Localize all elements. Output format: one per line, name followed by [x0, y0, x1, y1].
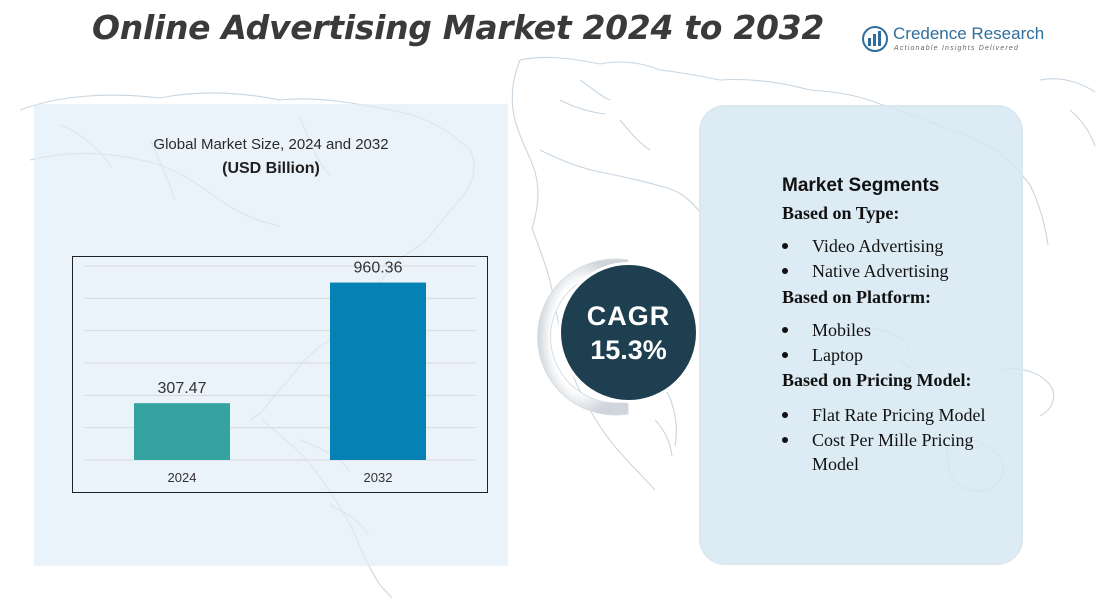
cagr-circle: CAGR 15.3% [558, 262, 699, 403]
segment-item-laptop: Laptop [812, 345, 863, 365]
segments-heading: Market Segments [782, 175, 940, 196]
x-tick-label-2024: 2024 [168, 470, 197, 485]
segment-group-title-platform: Based on Platform: [782, 287, 931, 307]
chart-subtitle: (USD Billion) [222, 160, 320, 177]
segment-item-native-advertising: Native Advertising [812, 261, 949, 281]
segment-item-video-advertising: Video Advertising [812, 236, 944, 256]
bar-chart: 307.47 2024 960.36 2032 [72, 256, 488, 493]
x-tick-label-2032: 2032 [364, 470, 393, 485]
value-label-2032: 960.36 [354, 260, 403, 277]
bar-2024 [134, 403, 230, 460]
bullet-icon [782, 412, 788, 418]
page-title: Online Advertising Market 2024 to 2032 [92, 8, 825, 47]
cagr-value: 15.3% [590, 335, 667, 365]
bullet-icon [782, 243, 788, 249]
segment-group-title-pricing: Based on Pricing Model: [782, 370, 972, 390]
cagr-badge: CAGR 15.3% [530, 252, 700, 422]
cagr-label: CAGR [586, 301, 671, 331]
brand-logo-icon [862, 26, 888, 52]
bullet-icon [782, 268, 788, 274]
chart-panel [34, 104, 508, 566]
segments-panel: Market Segments Based on Type: Video Adv… [699, 105, 1023, 565]
bullet-icon [782, 437, 788, 443]
brand-name: Credence Research [893, 24, 1045, 43]
bullet-icon [782, 327, 788, 333]
brand: Credence Research Actionable Insights De… [862, 24, 1062, 58]
bullet-icon [782, 352, 788, 358]
value-label-2024: 307.47 [158, 380, 207, 397]
segment-group-title-type: Based on Type: [782, 203, 900, 223]
cagr-ring [537, 258, 629, 416]
segment-item-flat-rate: Flat Rate Pricing Model [812, 405, 986, 425]
chart-frame [72, 256, 488, 493]
chart-title: Global Market Size, 2024 and 2032 [153, 136, 389, 153]
segment-item-mobiles: Mobiles [812, 320, 872, 340]
brand-tagline: Actionable Insights Delivered [894, 45, 1020, 52]
segment-item-cost-per-mille: Cost Per Mille Pricing Model [812, 430, 974, 474]
bar-2032 [330, 282, 426, 460]
